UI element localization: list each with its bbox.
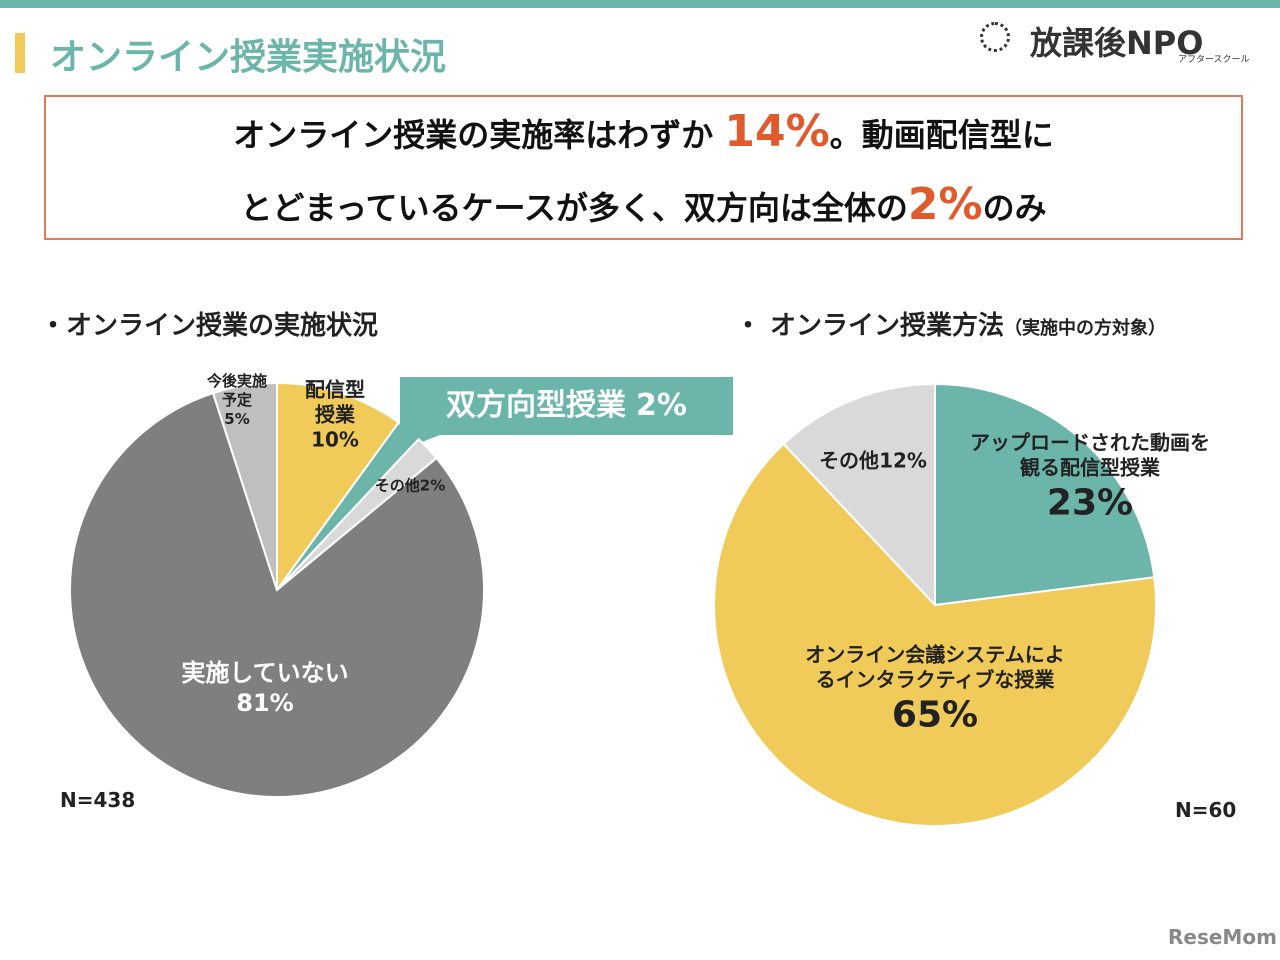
- callout-value: 2%: [636, 388, 687, 423]
- chart-title: ・ オンライン授業方法（実施中の方対象）: [735, 305, 1166, 342]
- slice-value: 2%: [419, 476, 446, 495]
- pie-slice: [211, 381, 278, 591]
- slice-value: 23%: [1046, 482, 1134, 524]
- chart-subtitle: （実施中の方対象）: [1004, 318, 1167, 339]
- headline-text: のみ: [982, 189, 1047, 227]
- headline-box: オンライン授業の実施率はわずか 14%。動画配信型に とどまっているケースが多く…: [44, 95, 1243, 240]
- slice-label: 今後実施予定 5%: [206, 372, 269, 428]
- top-bar: [0, 0, 1280, 8]
- slice-category: 配信型授業: [305, 377, 365, 427]
- slice-category: アップロードされた動画を観る配信型授業: [970, 430, 1210, 480]
- pie-slice: [713, 442, 1157, 827]
- slice-label: 実施していない 81%: [145, 658, 385, 718]
- pie-slice: [934, 382, 1156, 607]
- slice-category: 今後実施予定: [206, 371, 267, 409]
- slice-label: その他12%: [819, 449, 927, 474]
- pie-slice: [276, 381, 401, 594]
- headline-text: 。動画配信型に: [829, 116, 1054, 154]
- chart-title-text: ・ オンライン授業方法: [735, 311, 1005, 341]
- slice-label: その他2%: [375, 477, 445, 496]
- callout-pointer: [389, 435, 440, 455]
- headline-line: とどまっているケースが多く、双方向は全体の2%のみ: [46, 170, 1241, 243]
- callout-category: 双方向型授業: [446, 388, 627, 423]
- slice-value: 81%: [236, 689, 294, 717]
- slice-label: 配信型授業 10%: [303, 378, 367, 453]
- sample-size: N=438: [60, 788, 136, 812]
- logo: 放課後NPO: [1030, 24, 1204, 62]
- slice-label: アップロードされた動画を観る配信型授業 23%: [967, 431, 1213, 526]
- watermark: ReseMom: [1168, 925, 1277, 949]
- slice-value: 5%: [224, 409, 250, 428]
- slice-category: その他: [374, 476, 420, 495]
- headline-text: とどまっているケースが多く、双方向は全体の: [240, 189, 908, 227]
- slice-label: オンライン会議システムによるインタラクティブな授業 65%: [802, 643, 1068, 738]
- headline-highlight: 2%: [907, 179, 983, 230]
- headline-line: オンライン授業の実施率はわずか 14%。動画配信型に: [46, 97, 1241, 170]
- pie-slice: [69, 391, 485, 798]
- callout: 双方向型授業 2%: [400, 377, 733, 435]
- slice-value: 65%: [891, 694, 979, 736]
- slide-title: オンライン授業実施状況: [50, 37, 447, 78]
- chart-title: ・オンライン授業の実施状況: [40, 311, 379, 341]
- slice-category: 実施していない: [181, 659, 349, 687]
- slice-category: オンライン会議システムによるインタラクティブな授業: [805, 642, 1065, 692]
- sample-size: N=60: [1175, 798, 1237, 822]
- logo-sub: アフタースクール: [1178, 55, 1250, 65]
- slice-category: その他: [819, 448, 880, 473]
- pie-slice: [782, 382, 936, 608]
- headline-text: オンライン授業の実施率はわずか: [233, 116, 725, 154]
- slice-value: 10%: [311, 427, 359, 452]
- title-accent: [15, 33, 25, 73]
- headline-highlight: 14%: [724, 106, 830, 157]
- slice-value: 12%: [879, 448, 927, 473]
- logo-icon: [980, 22, 1010, 52]
